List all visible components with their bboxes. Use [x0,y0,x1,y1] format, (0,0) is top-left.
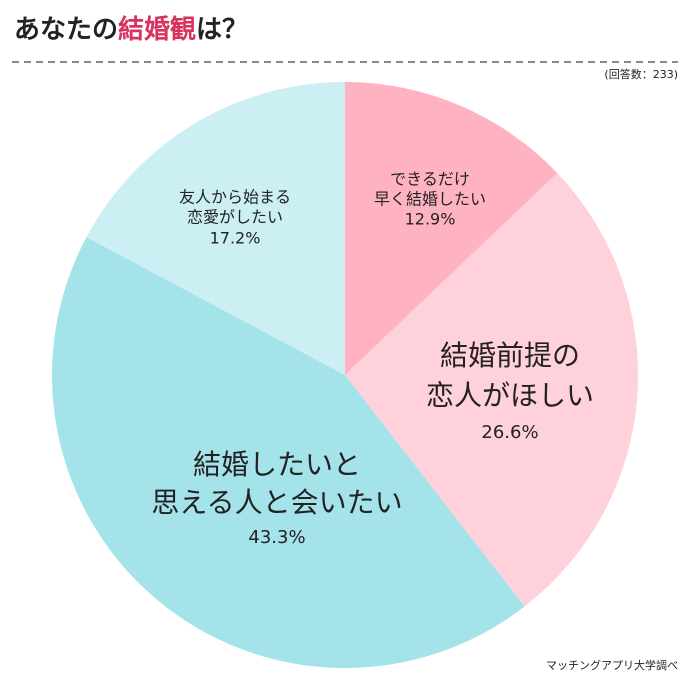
slice-label: できるだけ [390,170,470,189]
value-label: 17.2% [210,229,261,248]
chart-title: あなたの結婚観は？ [14,14,248,45]
subtitle: (回答数：233) [604,67,678,81]
value-label: 26.6% [481,422,538,443]
title-part: あなたの [14,15,118,45]
source: マッチングアプリ大学調べ [546,658,678,672]
slice-label: 早く結婚したい [374,190,486,209]
slice-label: 恋人がほしい [426,379,594,412]
pie-slice [345,173,638,607]
pie-slice [345,82,558,375]
slice-label: 恋愛がしたい [187,208,283,227]
slice-label: 結婚したいと [193,448,361,481]
slice-label: 結婚前提の [440,339,580,372]
pie-slice [86,82,345,375]
title-part: 結婚観 [118,14,196,45]
value-label: 12.9% [405,210,456,229]
slice-label: 友人から始まる [179,188,291,207]
pie-slice [52,237,525,669]
title-part: は？ [196,15,248,45]
value-label: 43.3% [248,527,305,548]
pie [52,82,638,669]
slice-label: 思える人と会いたい [151,486,402,519]
